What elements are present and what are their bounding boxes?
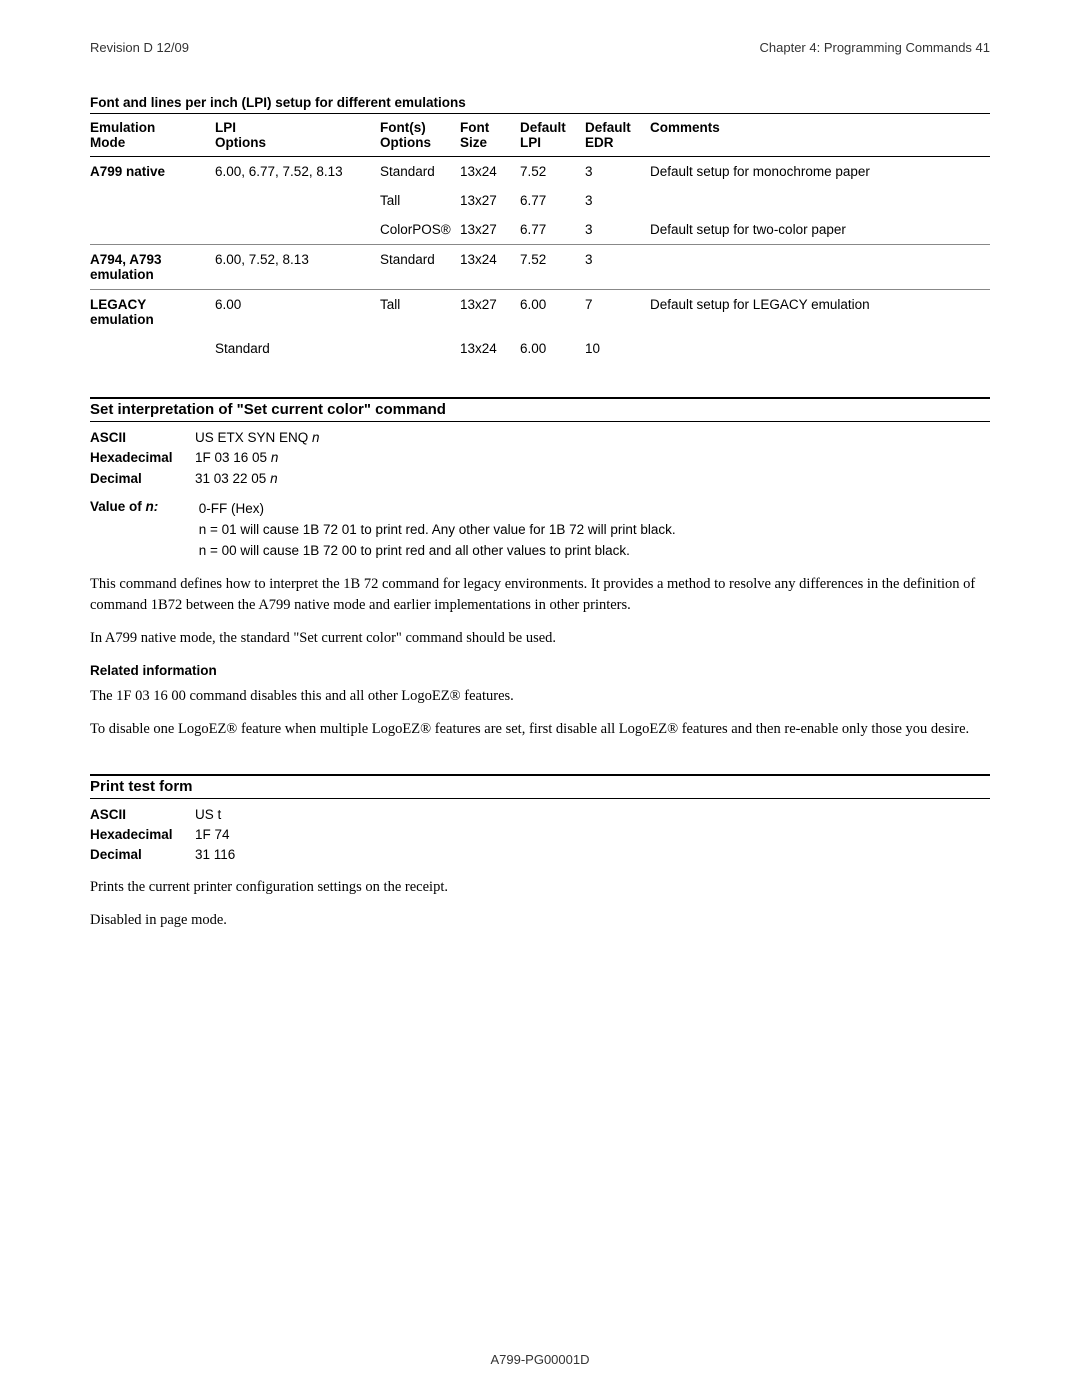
- table-row: A794, A793 emulation 6.00, 7.52, 8.13 St…: [90, 245, 990, 290]
- header-left: Revision D 12/09: [90, 40, 189, 55]
- col-font: Font(s)Options: [380, 114, 460, 157]
- section-divider: [90, 397, 990, 399]
- section-divider: [90, 774, 990, 776]
- body-paragraph: In A799 native mode, the standard "Set c…: [90, 628, 990, 649]
- body-paragraph: Disabled in page mode.: [90, 910, 990, 931]
- table-row: Tall 13x27 6.77 3: [90, 186, 990, 215]
- table-row: A799 native 6.00, 6.77, 7.52, 8.13 Stand…: [90, 157, 990, 187]
- col-size: FontSize: [460, 114, 520, 157]
- col-comments: Comments: [650, 114, 990, 157]
- table-row: Standard 13x24 6.00 10: [90, 334, 990, 363]
- page-header: Revision D 12/09 Chapter 4: Programming …: [90, 40, 990, 55]
- command-codes: ASCIIUS t Hexadecimal1F 74 Decimal31 116: [90, 805, 990, 866]
- col-mode: EmulationMode: [90, 114, 215, 157]
- page-footer: A799-PG00001D: [0, 1352, 1080, 1367]
- related-information-heading: Related information: [90, 663, 990, 678]
- col-dlpi: DefaultLPI: [520, 114, 585, 157]
- value-of-n: Value of n: 0-FF (Hex) n = 01 will cause…: [90, 499, 990, 562]
- body-paragraph: This command defines how to interpret th…: [90, 574, 990, 616]
- table-title: Font and lines per inch (LPI) setup for …: [90, 95, 990, 114]
- body-paragraph: Prints the current printer configuration…: [90, 877, 990, 898]
- body-paragraph: To disable one LogoEZ® feature when mult…: [90, 719, 990, 740]
- table-row: LEGACY emulation 6.00 Tall 13x27 6.00 7 …: [90, 290, 990, 335]
- header-right: Chapter 4: Programming Commands 41: [760, 40, 991, 55]
- col-lpi: LPIOptions: [215, 114, 380, 157]
- emulation-table: EmulationMode LPIOptions Font(s)Options …: [90, 114, 990, 363]
- section-title-print-test: Print test form: [90, 778, 990, 799]
- col-dedr: DefaultEDR: [585, 114, 650, 157]
- command-codes: ASCIIUS ETX SYN ENQ n Hexadecimal1F 03 1…: [90, 428, 990, 489]
- body-paragraph: The 1F 03 16 00 command disables this an…: [90, 686, 990, 707]
- section-title-set-color: Set interpretation of "Set current color…: [90, 401, 990, 422]
- table-row: ColorPOS® 13x27 6.77 3 Default setup for…: [90, 215, 990, 245]
